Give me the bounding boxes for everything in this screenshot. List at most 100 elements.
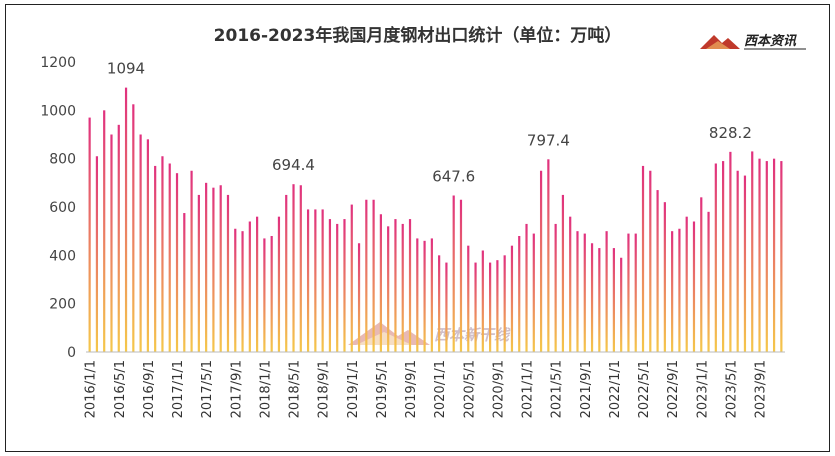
bar [590,243,594,352]
bar [765,161,768,352]
x-tick-label: 2016/9/1 [142,360,157,418]
bar [117,124,120,352]
bar [445,262,448,352]
bar [306,209,310,352]
bar [598,248,601,352]
bar [321,209,324,352]
y-tick-label: 600 [49,200,76,216]
x-tick-label: 2019/9/1 [404,360,419,418]
bar [503,255,506,352]
bar [277,216,281,352]
bar [525,223,528,352]
y-axis: 0 200 400 600 800 1000 1200 [40,55,76,361]
x-tick-label: 2020/9/1 [491,360,506,418]
bar [547,159,550,352]
bar [430,238,433,352]
bar [416,238,419,352]
x-tick-label: 2020/5/1 [462,360,477,418]
bar [146,139,149,352]
bar [489,262,492,352]
bar [649,170,652,352]
x-tick-label: 2017/5/1 [200,360,215,418]
bar [314,209,317,352]
x-tick-label: 2023/9/1 [754,360,769,418]
x-tick-label: 2019/5/1 [375,360,390,418]
xiben-logo: 西本资讯 [700,33,806,50]
bar [554,223,557,352]
bars [88,87,783,353]
bar [772,158,776,352]
bar [336,223,339,352]
bar [263,238,266,352]
xiben-logo-icon [700,35,740,49]
bar [365,199,368,352]
bar [372,199,375,352]
x-tick-label: 2023/1/1 [695,360,710,418]
x-tick-label: 2023/5/1 [724,360,739,418]
bar [408,219,412,352]
bar [692,221,696,352]
x-axis: 2016/1/1 2016/5/1 2016/9/1 2017/1/1 2017/5/1… [84,351,785,418]
y-tick-label: 400 [49,248,76,264]
bar [343,219,346,352]
x-tick-label: 2022/5/1 [637,360,652,418]
bar [226,194,230,352]
bar [532,233,535,352]
x-tick-label: 2016/5/1 [113,360,128,418]
bar [634,233,637,352]
bar [714,163,717,352]
bar [357,243,361,352]
bar [663,202,666,352]
bar [758,158,761,352]
bar [197,194,200,352]
bar [576,231,579,352]
bar [605,231,608,352]
bar [401,223,404,352]
x-tick-label: 2019/1/1 [346,360,361,418]
bar [423,240,426,352]
x-tick-label: 2017/9/1 [229,360,244,418]
bar [729,151,732,352]
bar [299,185,302,352]
bar [328,219,332,352]
bar [95,156,99,352]
bar [518,236,521,352]
x-tick-label: 2018/5/1 [288,360,303,418]
bar [510,245,514,352]
bar [467,245,470,352]
bar [627,233,630,352]
bar [168,163,171,352]
bar [241,231,244,352]
x-tick-label: 2021/5/1 [550,360,565,418]
bar [685,216,688,352]
bar [569,216,572,352]
bar [103,110,106,352]
data-label: 828.2 [709,124,752,142]
bar [700,197,703,352]
bar [256,216,259,352]
bar [88,117,91,352]
data-label: 797.4 [527,131,570,149]
y-tick-label: 200 [49,297,76,313]
bar [496,260,499,352]
bar [459,199,463,352]
bar [539,170,543,352]
bar [139,134,142,352]
bar [234,228,237,352]
bar [110,134,113,352]
logo-text: 西本资讯 [744,33,797,49]
bar [161,156,164,352]
bar [620,257,623,352]
bar [350,204,353,352]
bar [707,211,710,352]
bar [285,194,288,352]
bar [394,219,397,352]
bar [612,248,615,352]
data-label: 647.6 [432,168,475,186]
x-tick-label: 2017/1/1 [171,360,186,418]
bar [722,161,725,352]
y-tick-label: 800 [49,152,76,168]
x-tick-label: 2022/9/1 [666,360,681,418]
data-labels: 1094 694.4 647.6 797.4 828.2 [107,60,752,186]
